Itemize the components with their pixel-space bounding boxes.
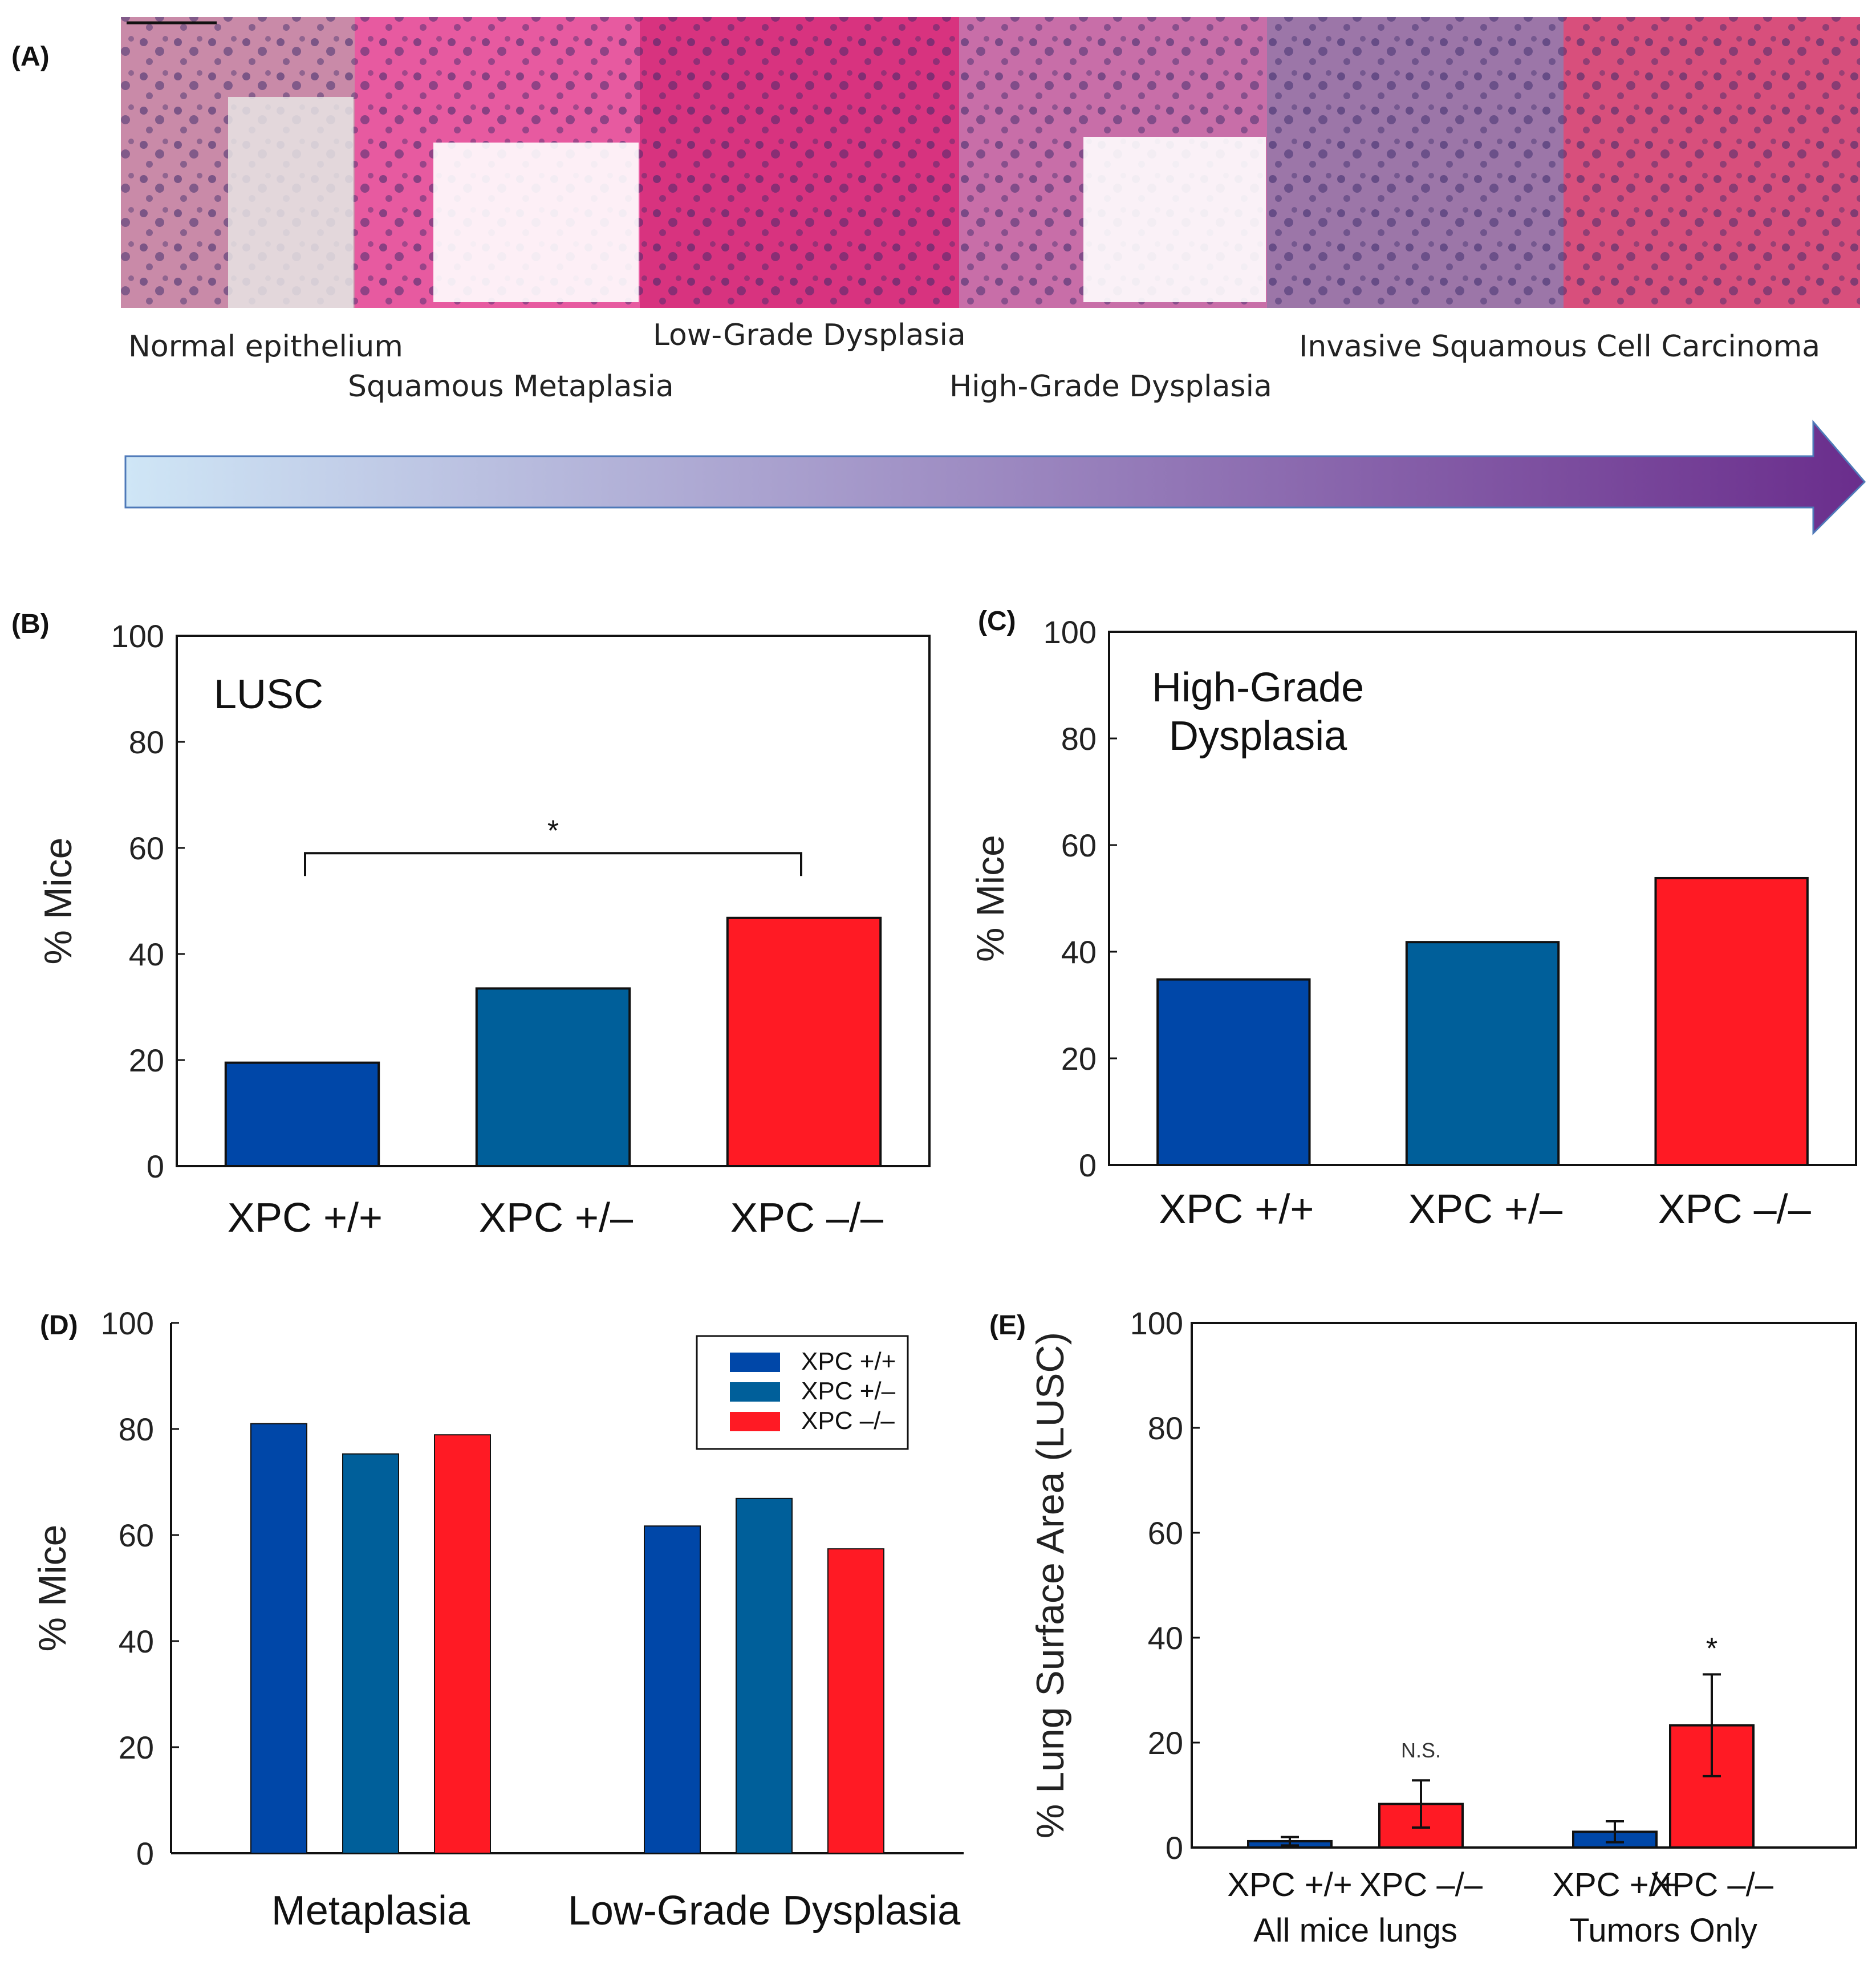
y-tick-label: 40 <box>129 936 164 972</box>
bar <box>1654 876 1809 1166</box>
bar <box>342 1453 399 1854</box>
legend-label: XPC +/+ <box>801 1347 896 1375</box>
stage-label: Invasive Squamous Cell Carcinoma <box>1299 330 1820 364</box>
y-tick-label: 0 <box>1079 1147 1097 1183</box>
y-tick-label: 60 <box>129 830 164 866</box>
stage-labels: Normal epithelium Squamous Metaplasia Low-… <box>128 318 1820 404</box>
y-tick-label: 20 <box>129 1042 164 1078</box>
x-bar-label: XPC –/– <box>1650 1866 1774 1903</box>
histology-image-5 <box>1267 17 1564 308</box>
histology-texture <box>1267 17 1564 308</box>
y-tick-label: 100 <box>1130 1305 1183 1341</box>
panel-e-letter: (E) <box>989 1310 1026 1341</box>
stage-label: Squamous Metaplasia <box>348 370 674 404</box>
y-tick-label: 20 <box>1061 1041 1097 1077</box>
stage-label: High-Grade Dysplasia <box>949 370 1272 404</box>
y-tick-label: 60 <box>1061 827 1097 863</box>
y-tick-label: 40 <box>1061 934 1097 970</box>
y-tick-label: 60 <box>1148 1515 1183 1551</box>
histology-texture <box>1564 17 1860 308</box>
bar <box>644 1525 701 1854</box>
y-tick-label: 60 <box>119 1517 154 1553</box>
bar <box>250 1423 307 1854</box>
x-category-label: Metaplasia <box>271 1888 470 1934</box>
chart-b: (B) 0 20 40 60 80 100 % Mice XPC +/+ XPC +/– XPC –… <box>11 609 931 1241</box>
x-category-label: XPC +/– <box>479 1195 634 1241</box>
bar <box>224 1061 380 1168</box>
chart-title: High-Grade <box>1152 665 1364 710</box>
y-tick-label: 100 <box>1043 614 1097 650</box>
legend-swatch <box>730 1353 780 1372</box>
x-group-label: All mice lungs <box>1253 1912 1457 1949</box>
y-tick-label: 80 <box>129 724 164 760</box>
x-category-label: XPC +/+ <box>1159 1187 1314 1232</box>
legend-swatch <box>730 1412 780 1431</box>
chart-title: LUSC <box>214 672 323 717</box>
legend: XPC +/+XPC +/–XPC –/– <box>696 1335 909 1450</box>
legend-label: XPC –/– <box>801 1407 895 1435</box>
x-category-label: XPC +/– <box>1408 1187 1563 1232</box>
histology-image-6 <box>1564 17 1860 308</box>
panel-a: (A) Normal epithelium Squamous Metaplasia… <box>11 17 1866 535</box>
x-bar-label: XPC +/+ <box>1552 1866 1677 1903</box>
stage-label: Low-Grade Dysplasia <box>653 318 966 352</box>
bar <box>726 916 882 1167</box>
y-tick-label: 40 <box>1148 1620 1183 1656</box>
y-tick-label: 0 <box>1166 1830 1183 1866</box>
x-category-label: XPC –/– <box>730 1195 884 1241</box>
panel-b-letter: (B) <box>11 609 50 639</box>
progression-arrow-shape <box>124 419 1866 535</box>
y-tick-label: 40 <box>119 1623 154 1659</box>
bar <box>475 987 631 1167</box>
x-group-label: Tumors Only <box>1569 1912 1757 1949</box>
lumen-space <box>1083 137 1266 302</box>
chart-title: Dysplasia <box>1169 713 1347 759</box>
significance-bracket <box>304 852 802 876</box>
lumen-space <box>228 97 354 308</box>
y-axis-label: % Mice <box>969 835 1012 962</box>
x-category-label: XPC –/– <box>1658 1187 1812 1232</box>
significance-marker: * <box>547 814 559 847</box>
chart-c: (C) 0 20 40 60 80 100 % Mice XPC +/+ XPC +/– XPC –… <box>969 606 1857 1232</box>
y-tick-label: 80 <box>1061 721 1097 757</box>
chart-d: (D) 0 20 40 60 80 100 % Mice Metaplasia Low-Grade… <box>31 1305 964 1934</box>
y-axis-label: % Mice <box>31 1525 74 1652</box>
y-tick-label: 100 <box>101 1305 154 1341</box>
y-axis-label: % Mice <box>36 838 80 965</box>
histology-texture <box>640 17 959 308</box>
x-bar-label: XPC –/– <box>1359 1866 1483 1903</box>
histology-strip <box>121 17 1860 308</box>
stage-label: Normal epithelium <box>128 330 403 364</box>
y-tick-label: 80 <box>1148 1410 1183 1446</box>
y-tick-label: 100 <box>111 618 164 654</box>
x-category-label: XPC +/+ <box>228 1195 383 1241</box>
lumen-space <box>433 143 639 302</box>
y-axis-label: % Lung Surface Area (LUSC) <box>1029 1332 1072 1838</box>
y-tick-label: 0 <box>147 1148 164 1184</box>
chart-e: (E) 0 20 40 60 80 100 % Lung Surface Area (LUSC… <box>989 1305 1857 1949</box>
panel-c-letter: (C) <box>978 606 1016 636</box>
y-tick-label: 80 <box>119 1411 154 1447</box>
histology-image-3 <box>640 17 959 308</box>
y-tick-label: 20 <box>1148 1725 1183 1761</box>
bar <box>736 1497 793 1854</box>
bar <box>827 1548 884 1854</box>
y-tick-label: 0 <box>136 1836 154 1871</box>
legend-swatch <box>730 1382 780 1402</box>
bar <box>434 1434 491 1854</box>
progression-arrow <box>124 419 1866 535</box>
x-bar-label: XPC +/+ <box>1227 1866 1352 1903</box>
panel-d-letter: (D) <box>40 1310 78 1341</box>
bar <box>1405 941 1560 1167</box>
significance-marker: N.S. <box>1401 1739 1441 1762</box>
plot-frame <box>1191 1322 1857 1849</box>
bar <box>1156 978 1311 1166</box>
panel-a-letter: (A) <box>11 42 50 72</box>
legend-label: XPC +/– <box>801 1377 896 1405</box>
x-category-label: Low-Grade Dysplasia <box>568 1888 961 1934</box>
significance-marker: * <box>1706 1632 1717 1665</box>
y-tick-label: 20 <box>119 1729 154 1765</box>
